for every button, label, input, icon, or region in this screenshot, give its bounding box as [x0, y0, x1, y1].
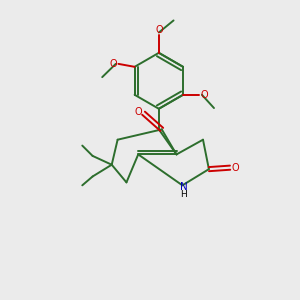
Text: O: O: [134, 107, 142, 117]
Text: H: H: [181, 190, 187, 199]
Text: O: O: [232, 163, 239, 173]
Text: N: N: [180, 182, 188, 192]
Text: O: O: [201, 90, 208, 100]
Text: O: O: [155, 25, 163, 35]
Text: O: O: [109, 59, 117, 69]
